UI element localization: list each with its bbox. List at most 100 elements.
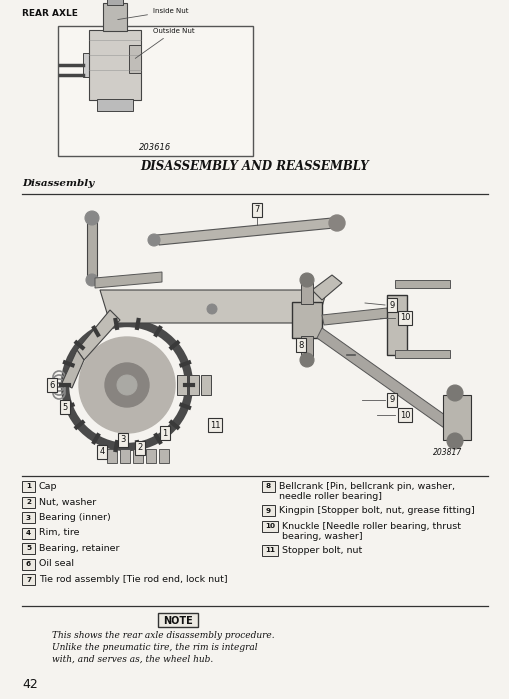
Text: 1: 1 <box>162 428 167 438</box>
Text: REAR AXLE: REAR AXLE <box>22 9 78 18</box>
Bar <box>442 395 470 440</box>
Circle shape <box>79 337 175 433</box>
Text: needle roller bearing]: needle roller bearing] <box>278 492 381 501</box>
Bar <box>300 282 313 304</box>
Text: DISASSEMBLY AND REASSEMBLY: DISASSEMBLY AND REASSEMBLY <box>140 160 369 173</box>
Circle shape <box>446 385 462 401</box>
Circle shape <box>328 215 344 231</box>
Text: 11: 11 <box>209 421 220 429</box>
Text: Rim, tire: Rim, tire <box>39 528 79 538</box>
Text: 3: 3 <box>26 514 31 521</box>
Bar <box>146 449 156 463</box>
Bar <box>394 280 449 288</box>
Text: 2: 2 <box>137 443 143 452</box>
Text: Bearing, retainer: Bearing, retainer <box>39 544 119 553</box>
Circle shape <box>446 433 462 449</box>
Text: 6: 6 <box>49 380 54 389</box>
Text: 5: 5 <box>62 403 68 412</box>
Text: Knuckle [Needle roller bearing, thrust: Knuckle [Needle roller bearing, thrust <box>281 521 460 531</box>
Text: Bellcrank [Pin, bellcrank pin, washer,: Bellcrank [Pin, bellcrank pin, washer, <box>278 482 454 491</box>
Text: Cap: Cap <box>39 482 58 491</box>
Text: Tie rod assembly [Tie rod end, lock nut]: Tie rod assembly [Tie rod end, lock nut] <box>39 575 227 584</box>
Text: 3: 3 <box>120 435 125 445</box>
Polygon shape <box>100 290 326 323</box>
Text: bearing, washer]: bearing, washer] <box>281 531 362 540</box>
Text: 9: 9 <box>265 507 270 514</box>
Text: 8: 8 <box>265 484 270 489</box>
Bar <box>189 375 199 395</box>
Text: NOTE: NOTE <box>163 616 192 626</box>
Text: 10: 10 <box>399 410 409 419</box>
Text: 9: 9 <box>388 396 394 405</box>
Circle shape <box>85 211 99 225</box>
Text: 9: 9 <box>388 301 394 310</box>
Bar <box>120 449 130 463</box>
Text: 10: 10 <box>265 523 274 529</box>
Text: Bearing (inner): Bearing (inner) <box>39 513 110 522</box>
Text: Kingpin [Stopper bolt, nut, grease fitting]: Kingpin [Stopper bolt, nut, grease fitti… <box>278 506 474 515</box>
Text: Oil seal: Oil seal <box>39 559 74 568</box>
Text: 203616: 203616 <box>139 143 172 152</box>
Text: 8: 8 <box>298 340 303 350</box>
Bar <box>22 496 35 507</box>
Bar <box>386 295 406 355</box>
Text: Outside Nut: Outside Nut <box>135 28 194 59</box>
Text: 5: 5 <box>26 545 31 552</box>
Polygon shape <box>95 272 162 288</box>
Polygon shape <box>312 275 342 300</box>
Text: with, and serves as, the wheel hub.: with, and serves as, the wheel hub. <box>52 655 213 664</box>
Text: Disassembly: Disassembly <box>22 179 94 188</box>
Text: Unlike the pneumatic tire, the rim is integral: Unlike the pneumatic tire, the rim is in… <box>52 643 257 652</box>
Circle shape <box>299 273 314 287</box>
Text: 2: 2 <box>26 499 31 505</box>
Bar <box>262 505 274 516</box>
Polygon shape <box>77 310 120 360</box>
Bar <box>22 528 35 538</box>
Bar <box>89 30 140 100</box>
Circle shape <box>299 353 314 367</box>
Text: 10: 10 <box>399 313 409 322</box>
Bar <box>133 449 143 463</box>
Polygon shape <box>321 308 388 325</box>
Polygon shape <box>62 350 84 388</box>
Text: 7: 7 <box>26 577 31 582</box>
Circle shape <box>148 234 160 246</box>
Text: 6: 6 <box>26 561 31 567</box>
Bar <box>394 350 449 358</box>
Bar <box>83 53 89 77</box>
Bar <box>129 45 140 73</box>
Bar <box>262 481 274 492</box>
Text: Nut, washer: Nut, washer <box>39 498 96 507</box>
Text: 7: 7 <box>254 206 259 215</box>
Circle shape <box>207 304 216 314</box>
Text: 1: 1 <box>26 484 31 489</box>
Bar <box>58 26 252 156</box>
Circle shape <box>105 363 149 407</box>
Polygon shape <box>157 218 333 245</box>
Circle shape <box>86 274 98 286</box>
Polygon shape <box>317 328 451 430</box>
Text: 11: 11 <box>265 547 274 553</box>
Text: 203817: 203817 <box>432 448 461 457</box>
Bar <box>97 99 133 111</box>
Bar <box>262 545 277 556</box>
Bar <box>159 449 168 463</box>
FancyBboxPatch shape <box>158 613 197 627</box>
Bar <box>300 336 313 358</box>
Bar <box>22 574 35 585</box>
Bar <box>22 559 35 570</box>
Bar <box>22 543 35 554</box>
Text: This shows the rear axle disassembly procedure.: This shows the rear axle disassembly pro… <box>52 631 274 640</box>
Bar <box>177 375 187 395</box>
Bar <box>87 220 97 280</box>
Bar <box>201 375 211 395</box>
Text: 4: 4 <box>99 447 104 456</box>
Bar <box>103 3 127 31</box>
Text: 4: 4 <box>26 530 31 536</box>
Text: Inside Nut: Inside Nut <box>118 8 188 20</box>
Text: 42: 42 <box>22 678 38 691</box>
Bar <box>22 512 35 523</box>
Bar <box>107 449 117 463</box>
Circle shape <box>117 375 137 395</box>
Bar <box>22 481 35 492</box>
